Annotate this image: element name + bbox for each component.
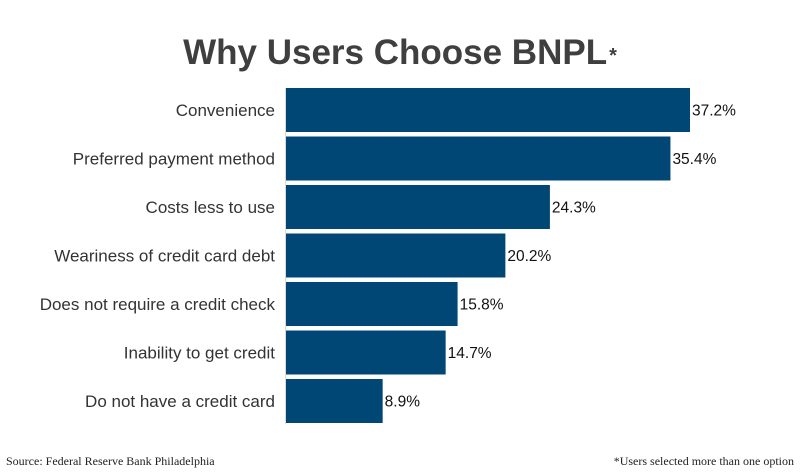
bar-row: Does not require a credit check 15.8% (40, 282, 504, 326)
category-label: Do not have a credit card (85, 392, 275, 411)
bar-row: Preferred payment method 35.4% (73, 136, 717, 181)
chart-title: Why Users Choose BNPL * (183, 33, 617, 72)
bar (286, 136, 671, 181)
bar-row: Inability to get credit 14.7% (124, 330, 492, 375)
bar (286, 282, 458, 326)
chart-title-text: Why Users Choose BNPL (183, 33, 607, 72)
value-label: 14.7% (448, 345, 492, 362)
category-label: Inability to get credit (124, 344, 275, 363)
category-label: Convenience (176, 101, 275, 120)
bar (286, 379, 383, 423)
bar (286, 330, 446, 375)
value-label: 20.2% (507, 248, 551, 265)
bar-row: Costs less to use 24.3% (146, 185, 596, 229)
bar-row: Convenience 37.2% (176, 88, 736, 132)
footnote: *Users selected more than one option (613, 454, 794, 468)
bar (286, 88, 690, 132)
chart-title-asterisk: * (609, 45, 617, 67)
category-label: Costs less to use (146, 198, 275, 217)
value-label: 15.8% (460, 297, 504, 314)
category-label: Preferred payment method (73, 150, 275, 169)
category-label: Weariness of credit card debt (54, 247, 275, 266)
bars-layer: Convenience 37.2% Preferred payment method… (40, 88, 736, 423)
source-note: Source: Federal Reserve Bank Philadelphi… (6, 454, 215, 468)
category-label: Does not require a credit check (40, 295, 276, 314)
bar (286, 185, 550, 229)
value-label: 37.2% (692, 103, 736, 120)
bar-row: Do not have a credit card 8.9% (85, 379, 420, 423)
value-label: 8.9% (385, 394, 421, 411)
bar-row: Weariness of credit card debt 20.2% (54, 233, 552, 278)
value-label: 24.3% (552, 200, 596, 217)
value-label: 35.4% (672, 151, 716, 168)
bar (286, 233, 506, 278)
